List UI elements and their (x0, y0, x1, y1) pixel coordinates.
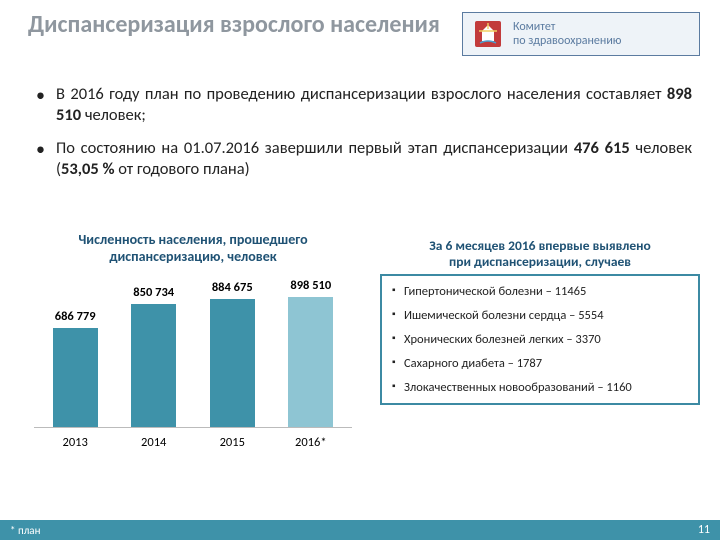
x-axis-label: 2014 (117, 435, 191, 450)
findings-title-2: при диспансеризации, случаев (380, 254, 700, 270)
bar-value-label: 686 779 (55, 309, 96, 324)
findings-title-1: За 6 месяцев 2016 впервые выявлено (380, 238, 700, 254)
committee-text: Комитет по здравоохранению (513, 20, 621, 49)
bar-group: 898 510 (274, 278, 348, 427)
findings-section: За 6 месяцев 2016 впервые выявлено при д… (380, 238, 700, 405)
bullet-1: В 2016 году план по проведению диспансер… (34, 84, 692, 126)
x-axis-label: 2013 (38, 435, 112, 450)
bar-value-label: 884 675 (212, 280, 253, 295)
committee-badge: Комитет по здравоохранению (462, 12, 700, 56)
finding-item: Гипертонической болезни – 11465 (392, 284, 688, 299)
bullet-2-bold2: 53,05 % (61, 159, 114, 179)
page-title: Диспансеризация взрослого населения (28, 12, 448, 38)
bar-chart: 686 779 850 734 884 675 898 510 2013 2014 201… (28, 272, 358, 450)
committee-line1: Комитет (513, 20, 621, 34)
findings-title: За 6 месяцев 2016 впервые выявлено при д… (380, 238, 700, 270)
page-number: 11 (698, 523, 710, 537)
finding-item: Хронических болезней легких – 3370 (392, 332, 688, 347)
bar-group: 686 779 (38, 309, 112, 427)
bar-value-label: 898 510 (290, 278, 331, 293)
bullet-2-pre: По состоянию на 01.07.2016 завершили пер… (56, 138, 574, 158)
finding-item: Ишемической болезни сердца – 5554 (392, 308, 688, 323)
bar-group: 884 675 (195, 280, 269, 427)
bullet-2: По состоянию на 01.07.2016 завершили пер… (34, 138, 692, 180)
bar (210, 299, 255, 427)
bullet-1-post: человек; (81, 105, 146, 125)
footnote: * план (10, 524, 40, 537)
header: Диспансеризация взрослого населения Коми… (28, 12, 700, 70)
committee-line2: по здравоохранению (513, 34, 621, 48)
bar (131, 304, 176, 427)
bar-group: 850 734 (117, 285, 191, 427)
bullet-2-post: от годового плана) (114, 159, 249, 179)
finding-item: Сахарного диабета – 1787 (392, 356, 688, 371)
bar (288, 297, 333, 427)
bullet-2-bold1: 476 615 (574, 138, 630, 158)
x-axis-label: 2015 (195, 435, 269, 450)
bullet-1-pre: В 2016 году план по проведению диспансер… (56, 84, 667, 104)
chart-title: Численность населения, прошедшего диспан… (28, 232, 358, 266)
chart-section: Численность населения, прошедшего диспан… (28, 232, 358, 450)
bar-value-label: 850 734 (133, 285, 174, 300)
findings-box: Гипертонической болезни – 11465 Ишемическ… (380, 274, 700, 405)
finding-item: Злокачественных новообразований – 1160 (392, 380, 688, 395)
x-axis-label: 2016* (274, 435, 348, 450)
footer-bar: * план 11 (0, 520, 720, 540)
main-bullets: В 2016 году план по проведению диспансер… (34, 84, 692, 192)
spb-emblem-icon (471, 17, 505, 51)
bar (53, 328, 98, 427)
